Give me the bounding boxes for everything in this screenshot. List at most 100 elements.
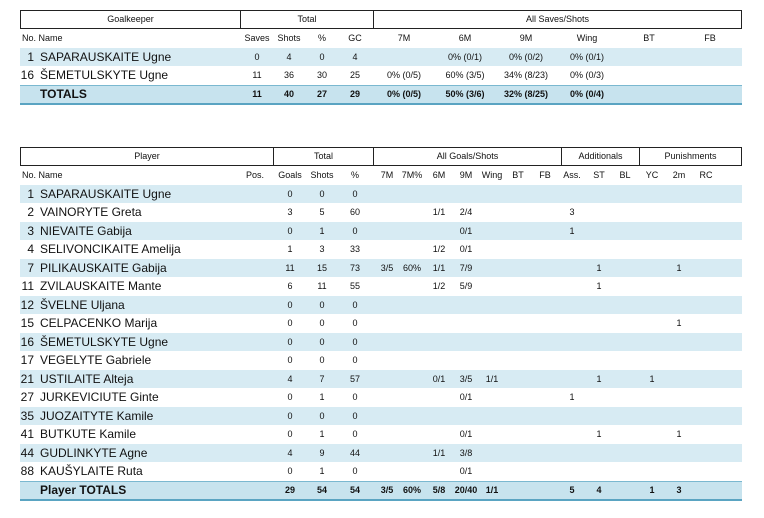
cell-m7p [399,185,425,204]
header-no-name: No. Name [22,33,63,44]
cell-ass [559,259,585,278]
cell-pos [240,240,270,259]
total-yc: 1 [649,485,655,495]
cell-rc [695,425,717,444]
player-name: ZVILAUSKAITE Mante [40,279,162,294]
cell-yc [641,259,663,278]
cell-m7 [375,407,399,426]
cell-bt [507,296,529,315]
cell-st [588,462,610,481]
cell-rc [695,277,717,296]
player-number: 15 [20,316,34,331]
cell-pct: 0 [352,429,358,440]
player-name: ŠEMETULSKYTE Ugne [40,334,169,349]
table-row: 12 ŠVELNE Uljana 0 0 0 [20,295,742,315]
cell-m6 [427,222,451,241]
player-number: 41 [20,427,34,442]
cell-st [588,333,610,352]
player-name: GUDLINKYTE Agne [40,445,148,460]
cell-wing [479,351,505,370]
cell-bl [614,185,636,204]
cell-fb [534,222,556,241]
cell-st: 1 [596,429,602,440]
header-rc: RC [699,170,713,181]
cell-st [588,222,610,241]
cell-pct: 57 [349,373,360,384]
player-number: 21 [20,371,34,386]
total-pct: 54 [349,485,360,495]
group-all-saves-shots: All Saves/Shots [525,14,590,24]
cell-m6 [427,351,451,370]
cell-goals: 3 [287,207,293,218]
cell-rc [695,296,717,315]
table-row: 7 PILIKAUSKAITE Gabija 11 15 73 3/5 60% 1/1 7/9 1… [20,258,742,278]
player-number: 3 [27,223,34,238]
cell-bl [614,425,636,444]
cell-pos [240,462,270,481]
player-number: 35 [20,408,34,423]
cell-st [588,407,610,426]
cell-st [588,444,610,463]
player-number: 1 [27,186,34,201]
total-st: 4 [596,485,602,495]
cell-fb [534,444,556,463]
group-punishments: Punishments [664,151,717,161]
cell-m7p [399,388,425,407]
cell-m9: 0/1 [459,429,473,440]
cell-m2 [668,333,690,352]
goalkeeper-table: Goalkeeper Total All Saves/Shots No. Nam… [20,10,742,105]
cell-shots: 1 [319,429,325,440]
cell-shots: 4 [286,51,292,62]
total-fb [534,482,556,499]
cell-shots: 3 [319,244,325,255]
cell-shots: 0 [319,410,325,421]
table-row: 17 VEGELYTE Gabriele 0 0 0 [20,351,742,370]
cell-m7p [399,370,425,389]
cell-m7p [399,444,425,463]
cell-rc [695,203,717,222]
cell-m7 [375,296,399,315]
cell-rc [695,222,717,241]
total-m9: 20/40 [454,485,478,495]
total-rc [695,482,717,499]
cell-yc [641,351,663,370]
cell-goals: 0 [287,318,293,329]
header-wing: Wing [481,170,503,181]
cell-ass [559,314,585,333]
total-m6: 50% (3/6) [445,89,485,99]
header-m9: 9M [459,170,473,181]
cell-goals: 0 [287,188,293,199]
cell-pos [240,388,270,407]
goalkeeper-group-header: Goalkeeper Total All Saves/Shots [20,10,742,29]
cell-yc [641,314,663,333]
totals-label: TOTALS [40,87,87,101]
cell-ass [559,277,585,296]
cell-pos [240,222,270,241]
table-row: 41 BUTKUTE Kamile 0 1 0 0/1 1 1 [20,425,742,444]
cell-m9: 3/5 [459,373,473,384]
cell-pos [240,370,270,389]
cell-fb [690,48,730,67]
header-gc: GC [348,33,362,44]
total-bt [507,482,529,499]
cell-m2: 1 [676,429,682,440]
total-pct: 27 [316,89,327,99]
cell-rc [695,388,717,407]
cell-wing [479,444,505,463]
cell-m7p: 60% [402,262,421,273]
total-fb [690,86,730,103]
cell-pct: 0 [352,392,358,403]
cell-wing [479,296,505,315]
total-pos [240,482,270,499]
cell-m6: 1/1 [432,207,446,218]
cell-ass [559,296,585,315]
header-fb: FB [539,170,551,181]
cell-m2: 1 [676,318,682,329]
cell-m2 [668,388,690,407]
cell-shots: 0 [319,318,325,329]
total-shots: 40 [283,89,294,99]
cell-fb [534,259,556,278]
player-name: VEGELYTE Gabriele [40,353,152,368]
cell-goals: 0 [287,429,293,440]
table-row: 16 ŠEMETULSKYTE Ugne 11 36 30 25 0% (0/5) 60% (… [20,66,742,85]
